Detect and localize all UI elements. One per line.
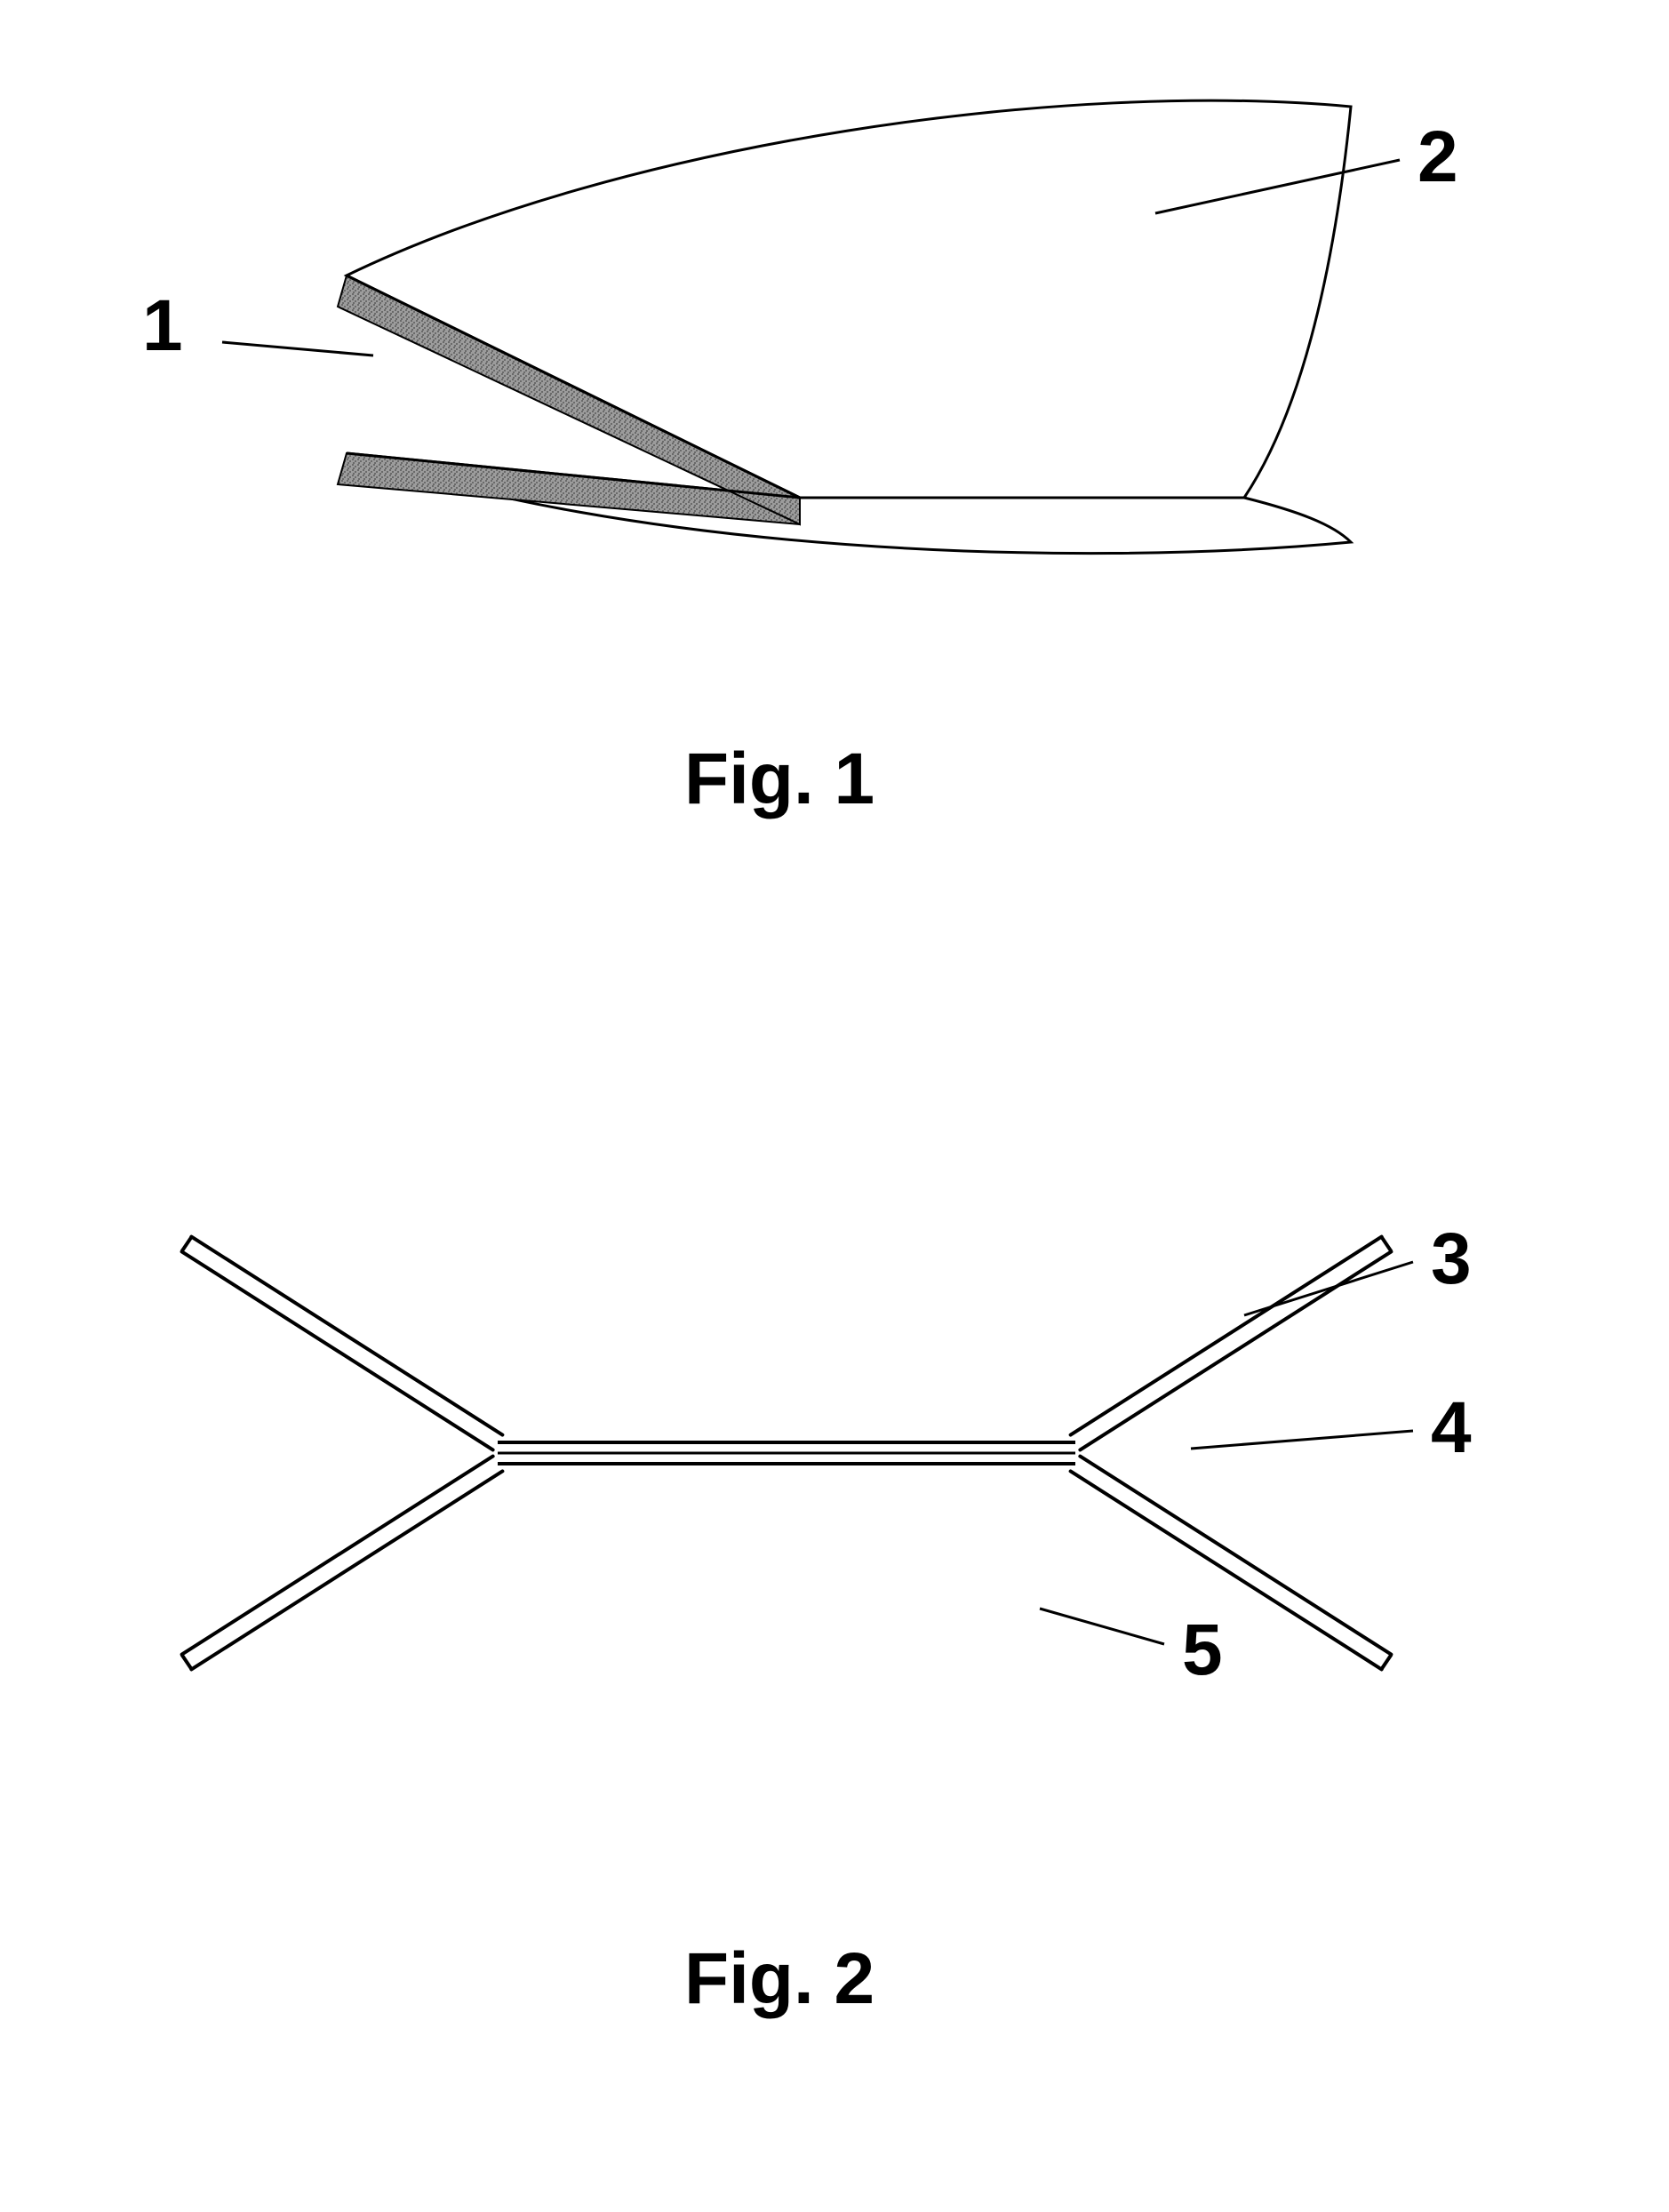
label-4: 4 xyxy=(1431,1386,1472,1470)
figure-2-drawing xyxy=(0,0,1669,2212)
label-5: 5 xyxy=(1182,1609,1223,1692)
label-3: 3 xyxy=(1431,1218,1472,1301)
page: 1 2 Fig. 1 3 4 5 Fig. 2 xyxy=(0,0,1669,2212)
caption-fig2: Fig. 2 xyxy=(684,1937,874,2021)
